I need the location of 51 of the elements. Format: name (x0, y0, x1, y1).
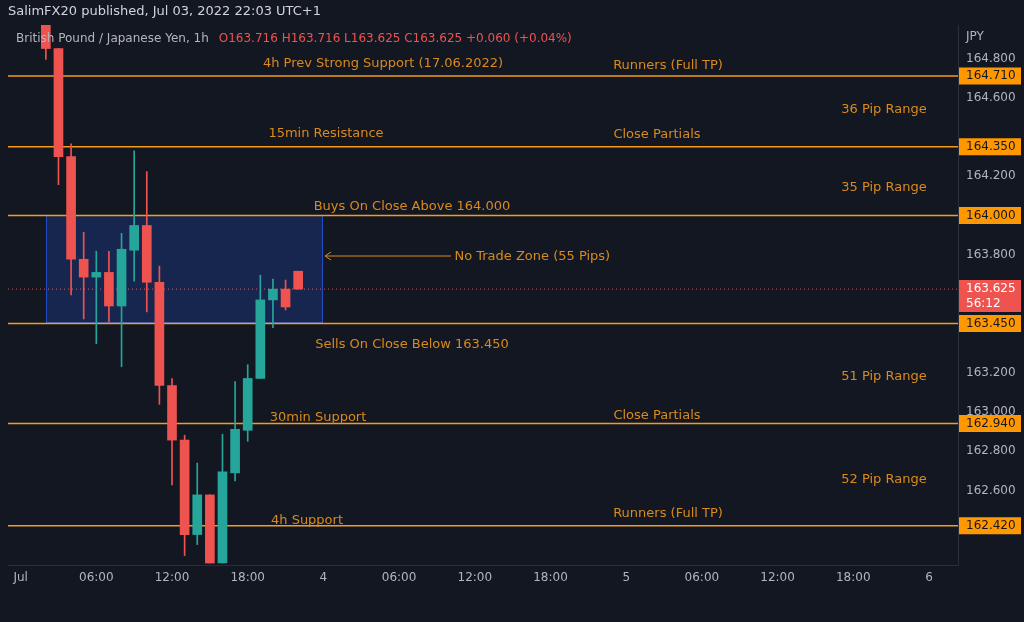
y-tick-label: 163.800 (966, 246, 1016, 261)
ref-line-label: 162.420 (966, 517, 1016, 532)
x-tick-label: 06:00 (381, 570, 417, 585)
ref-line-label: 163.625 (966, 280, 1016, 295)
annotation: 36 Pip Range (841, 101, 927, 117)
y-tick-label: 163.200 (966, 364, 1016, 379)
x-tick-label: 12:00 (760, 570, 795, 585)
text: O163.716 H163.716 L163.625 C163.625 +0.060 (+0.04%) (218, 31, 572, 46)
text: SalimFX20 published, Jul 03, 2022 22:03 UTC+1 (8, 3, 322, 19)
x-tick-label: 12:00 (154, 570, 190, 585)
annotation: Runners (Full TP) (613, 57, 723, 73)
ref-line-label: 164.710 (966, 68, 1016, 83)
annotation: 4h Support (270, 512, 344, 528)
x-tick-label: 6 (925, 570, 933, 585)
x-tick-label: Jul (12, 570, 28, 585)
ref-line-label: 164.350 (966, 138, 1016, 153)
ref-line-label: 164.000 (966, 207, 1016, 222)
x-tick-label: 06:00 (79, 570, 114, 585)
y-tick-label: 164.800 (966, 50, 1016, 65)
ref-line-label: 162.940 (966, 415, 1016, 430)
annotation: Sells On Close Below 163.450 (315, 336, 509, 352)
annotation: 4h Prev Strong Support (17.06.2022) (262, 55, 504, 71)
x-tick-label: 5 (622, 570, 631, 585)
x-tick-label: 18:00 (230, 570, 265, 585)
candlestick (129, 150, 139, 282)
y-tick-label: 162.800 (966, 443, 1016, 458)
candlestick (91, 250, 102, 345)
y-axis-title: JPY (965, 29, 985, 44)
annotation: Runners (Full TP) (613, 505, 723, 521)
y-tick-label: 164.600 (966, 89, 1016, 104)
band-label: No Trade Zone (55 Pips) (454, 247, 611, 263)
annotation: Close Partials (613, 407, 701, 423)
x-tick-label: 12:00 (457, 570, 493, 585)
annotation: Close Partials (613, 126, 701, 142)
candlestick (78, 232, 89, 320)
y-tick-label: 162.600 (966, 482, 1016, 497)
candlestick (268, 278, 278, 329)
y-tick-label: 164.200 (966, 168, 1016, 183)
annotation: 52 Pip Range (841, 471, 927, 487)
ref-line-label: 163.450 (966, 315, 1016, 330)
annotation: Buys On Close Above 164.000 (313, 198, 511, 214)
x-tick-label: 06:00 (684, 570, 720, 585)
x-tick-label: 18:00 (835, 570, 871, 585)
x-tick-label: 4 (319, 570, 328, 585)
text: 56:12 (966, 296, 1001, 311)
y-tick-label: 163.000 (966, 403, 1016, 418)
x-tick-label: 18:00 (533, 570, 568, 585)
annotation: 30min Support (269, 409, 367, 425)
annotation: 35 Pip Range (841, 179, 927, 195)
annotation: 15min Resistance (268, 125, 384, 141)
annotation: 51 Pip Range (841, 368, 927, 384)
